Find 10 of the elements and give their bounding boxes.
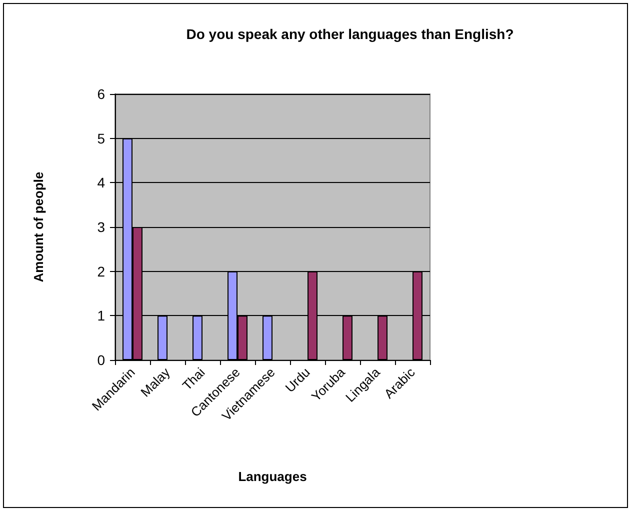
- y-tick-label: 5: [97, 130, 106, 146]
- chart-title: Do you speak any other languages than English?: [186, 26, 514, 42]
- y-tick-label: 6: [97, 86, 106, 102]
- x-axis-title: Languages: [238, 469, 307, 484]
- y-tick-label: 2: [97, 263, 106, 280]
- y-axis-title: Amount of people: [31, 172, 46, 282]
- y-tick-label: 4: [97, 174, 106, 191]
- y-tick-label: 1: [97, 308, 106, 324]
- y-tick-label: 3: [97, 219, 106, 235]
- y-tick-label: 0: [97, 352, 106, 368]
